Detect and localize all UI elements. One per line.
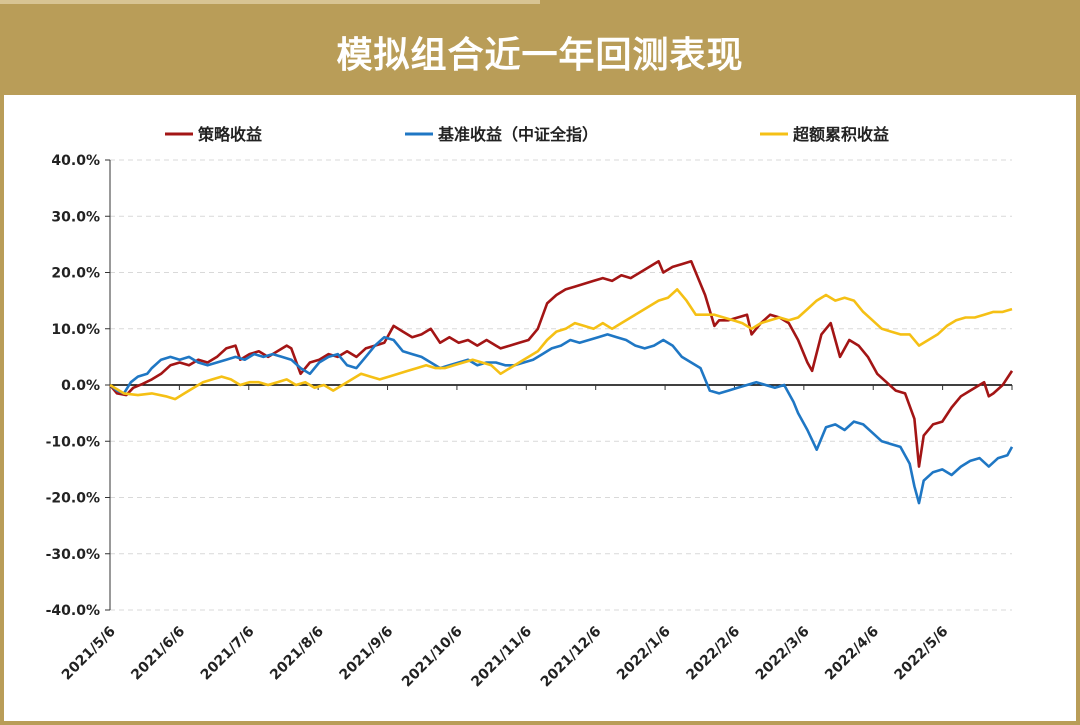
y-tick-label: 40.0% [51, 153, 100, 169]
x-tick-label: 2022/1/6 [614, 624, 674, 684]
y-tick-label: -20.0% [46, 491, 100, 507]
y-tick-label: -10.0% [46, 434, 100, 450]
y-tick-label: 0.0% [61, 378, 100, 394]
x-tick-label: 2021/8/6 [267, 624, 327, 684]
x-tick-label: 2021/5/6 [59, 624, 119, 684]
page-title: 模拟组合近一年回测表现 [336, 35, 744, 76]
y-tick-label: 10.0% [51, 322, 100, 338]
x-tick-label: 2021/6/6 [128, 624, 188, 684]
y-tick-label: -30.0% [46, 547, 100, 563]
benchmark-return-line [109, 333, 1014, 505]
title-bar: 模拟组合近一年回测表现 [0, 0, 1080, 95]
x-tick-label: 2021/11/6 [468, 624, 535, 691]
x-tick-label: 2022/5/6 [892, 624, 952, 684]
legend-benchmark-label: 基准收益（中证全指） [437, 125, 598, 144]
y-tick-label: 20.0% [51, 266, 100, 282]
strategy-return-line [109, 260, 1014, 468]
x-tick-label: 2021/7/6 [198, 624, 258, 684]
legend-strategy-label: 策略收益 [197, 125, 262, 144]
x-tick-label: 2022/4/6 [822, 624, 882, 684]
x-tick-label: 2021/12/6 [538, 624, 605, 691]
legend-excess-label: 超额累积收益 [792, 125, 889, 144]
x-tick-label: 2022/3/6 [753, 624, 813, 684]
y-tick-label: -40.0% [46, 603, 100, 619]
excess-return-line [109, 288, 1013, 401]
x-tick-label: 2021/10/6 [399, 624, 466, 691]
title-accent-line [0, 0, 540, 4]
x-tick-label: 2022/2/6 [683, 624, 743, 684]
y-tick-label: 30.0% [51, 209, 100, 225]
x-tick-label: 2021/9/6 [336, 624, 396, 684]
